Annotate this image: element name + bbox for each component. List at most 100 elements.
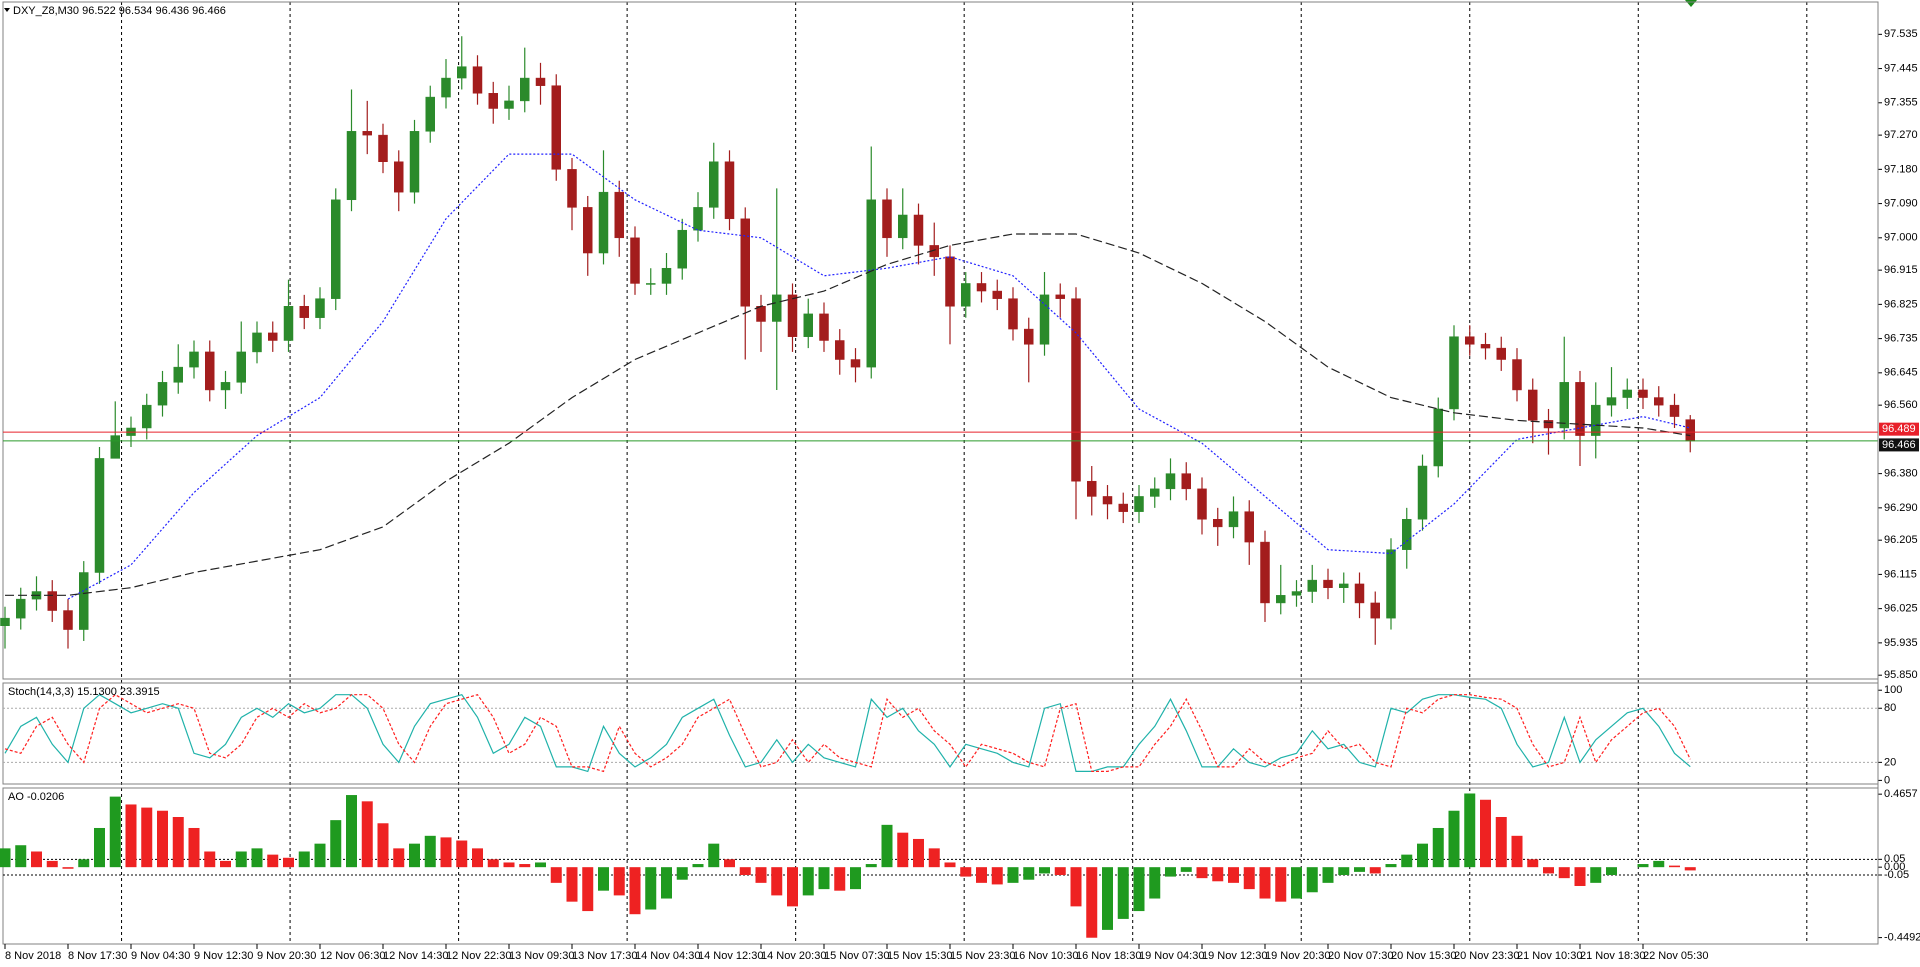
candle-body [457,66,467,79]
candle-body [1039,294,1050,345]
candle-body [205,351,215,391]
candle-body [1307,579,1317,592]
ao-bar [283,857,294,868]
candle-body [1024,328,1034,345]
menu-arrow [4,8,10,12]
x-tick-label: 13 Nov 09:30 [509,950,574,962]
x-tick-label: 15 Nov 23:30 [950,950,1015,962]
ao-bar [1385,864,1397,868]
ao-bar [1196,867,1208,879]
candle-body [803,313,813,337]
ao-bar [1149,867,1161,899]
candle-body [1339,583,1349,588]
x-tick-label: 22 Nov 05:30 [1643,950,1708,962]
y-tick-label: -0.4492 [1884,932,1920,944]
y-tick-label: 97.180 [1884,163,1918,175]
pane-title: AO -0.0206 [8,791,64,803]
ao-bar [235,851,247,868]
ao-bar [1669,865,1680,868]
ao-bar [1007,867,1019,883]
ao-bar [62,867,74,869]
candle-body [1402,519,1412,550]
candle-body [1008,298,1018,330]
ao-bar [928,848,940,868]
candle-body [378,134,388,162]
candle-body [866,199,876,368]
x-tick-label: 20 Nov 07:30 [1328,950,1393,962]
ao-bar [1275,867,1287,902]
x-tick-label: 19 Nov 20:30 [1265,950,1330,962]
ao-bar [881,824,893,868]
candle-body [756,306,766,322]
candle-body [16,598,26,619]
ao-bar [1228,867,1239,883]
ao-bar [1212,867,1224,882]
ao-bar [1023,867,1035,880]
ao-bar [976,867,987,883]
candle-body [567,169,577,208]
ao-bar [1401,854,1413,868]
ao-bar [1322,867,1334,883]
candle-body [142,404,152,429]
ao-bar [1432,827,1444,868]
y-tick-label: 96.915 [1884,264,1918,276]
ao-bar [1637,864,1649,868]
candle-body [961,283,971,307]
ao-bar [1165,867,1176,877]
oscillator-line [4,693,1691,773]
ao-bar [393,848,405,868]
candle-body [1370,602,1380,619]
candle-body [535,77,546,86]
candle-body [646,283,656,285]
candle-body [1118,503,1128,512]
x-tick-label: 14 Nov 20:30 [761,950,826,962]
ao-bar [771,867,783,896]
x-tick-label: 16 Nov 10:30 [1013,950,1078,962]
ao-bar [1354,867,1365,872]
price-label: 96.489 [1882,423,1916,435]
ao-bar [582,867,594,912]
candle-body [819,313,829,341]
y-tick-label: 80 [1884,702,1896,714]
ao-bar [676,867,688,880]
ao-bar [1133,867,1145,912]
candle-body [394,161,404,193]
ao-bar [188,827,200,868]
candle-body [1071,298,1081,482]
x-tick-label: 9 Nov 12:30 [194,950,253,962]
x-tick-label: 14 Nov 12:30 [698,950,763,962]
candle-body [189,351,199,368]
ao-bar [834,867,846,891]
candle-body [299,306,309,318]
candle-body [1055,294,1065,299]
candle-body [1606,397,1617,406]
y-tick-label: 0 [1884,774,1890,786]
candle-body [1323,579,1333,588]
candle-body [787,294,798,337]
candle-body [331,199,341,299]
x-tick-label: 16 Nov 18:30 [1076,950,1141,962]
ao-bar [897,832,909,868]
x-tick-label: 20 Nov 23:30 [1454,950,1519,962]
ao-bar [0,848,11,868]
y-tick-label: 0.00 [1884,861,1905,873]
candle-body [583,207,593,254]
x-tick-label: 12 Nov 06:30 [320,950,385,962]
pane-title: Stoch(14,3,3) 15.1300 23.3915 [8,686,160,698]
ao-bar [519,864,531,868]
x-tick-label: 20 Nov 15:30 [1391,950,1456,962]
candle-body [1276,595,1286,604]
candle-body [315,298,325,318]
ao-bar [125,804,137,868]
ao-bar [31,851,42,868]
candle-body [661,267,672,284]
candle-body [0,617,10,627]
y-tick-label: 97.000 [1884,232,1918,244]
ao-bar [724,859,735,868]
ao-bar [1464,793,1476,868]
moving-average [67,153,1691,600]
ao-bar [377,823,389,868]
ao-bar [424,835,436,868]
